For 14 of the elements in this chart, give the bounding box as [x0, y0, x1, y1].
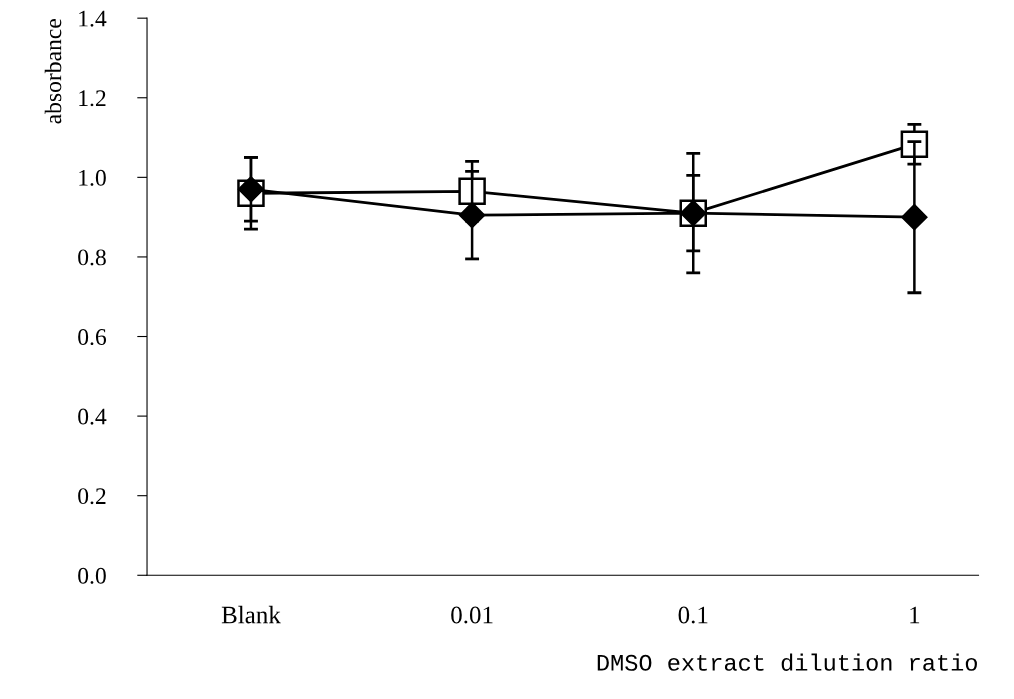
y-tick-label: 0.0	[78, 567, 106, 584]
x-tick-label: 0.01	[451, 606, 493, 624]
x-tick-label: Blank	[221, 605, 281, 624]
x-tick-label: 0.1	[678, 606, 708, 624]
y-tick-label: 0.8	[78, 249, 106, 266]
y-tick-label: 0.2	[78, 488, 106, 505]
y-tick-label: 1.2	[79, 90, 106, 107]
y-tick-label: 0.4	[78, 408, 107, 425]
x-axis-title: DMSO extract dilution ratio	[597, 653, 977, 671]
y-tick-label: 0.6	[78, 329, 107, 346]
x-tick-label: 1	[910, 606, 920, 624]
y-tick-label: 1.4	[79, 10, 107, 27]
y-axis-title: absorbance	[44, 19, 62, 124]
y-tick-label: 1.0	[79, 169, 106, 186]
